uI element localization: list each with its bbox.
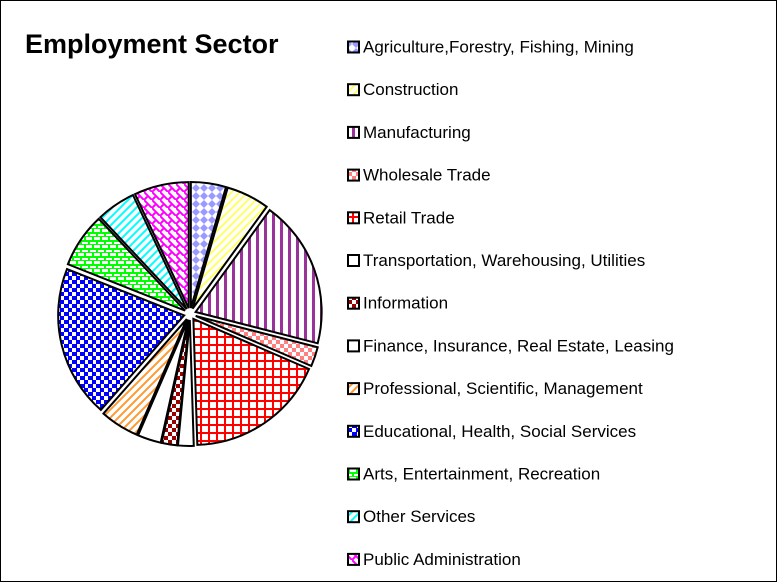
legend-swatch [347,296,360,310]
legend-swatch [347,168,360,182]
legend-label: Arts, Entertainment, Recreation [363,464,600,483]
chart-title: Employment Sector [25,29,279,59]
pie-slice [192,317,311,446]
legend-swatch [347,254,360,267]
legend-swatch [347,382,360,396]
legend-swatch [347,125,360,139]
legend-label: Information [363,294,448,313]
legend-swatch [347,339,360,353]
legend-swatch [347,211,360,225]
legend-label: Wholesale Trade [363,166,491,185]
legend-swatch [347,83,360,97]
legend-swatch [347,467,360,481]
legend-label: Public Administration [363,550,521,569]
legend-swatch [347,40,360,54]
legend-swatch [347,510,360,524]
legend-swatch [347,424,360,438]
legend-label: Finance, Insurance, Real Estate, Leasing [363,336,674,355]
legend-swatch [347,552,360,566]
pie-slice [102,318,188,437]
legend-label: Professional, Scientific, Management [363,379,643,398]
legend-label: Transportation, Warehousing, Utilities [363,251,645,270]
legend-label: Agriculture,Forestry, Fishing, Mining [363,37,634,56]
pie-slice [191,186,269,310]
pie-slice [57,267,186,412]
legend-label: Manufacturing [363,123,471,142]
legend-label: Retail Trade [363,208,455,227]
pie-slice [136,319,190,444]
legend-label: Other Services [363,507,475,526]
pie-slice [189,181,228,309]
legend-label: Construction [363,80,458,99]
pie-slice [66,217,186,312]
legend-label: Educational, Health, Social Services [363,422,636,441]
pie-slice [193,208,323,345]
pie-slice [195,314,319,368]
pie-slice [98,193,188,310]
pie-slice [133,181,190,309]
